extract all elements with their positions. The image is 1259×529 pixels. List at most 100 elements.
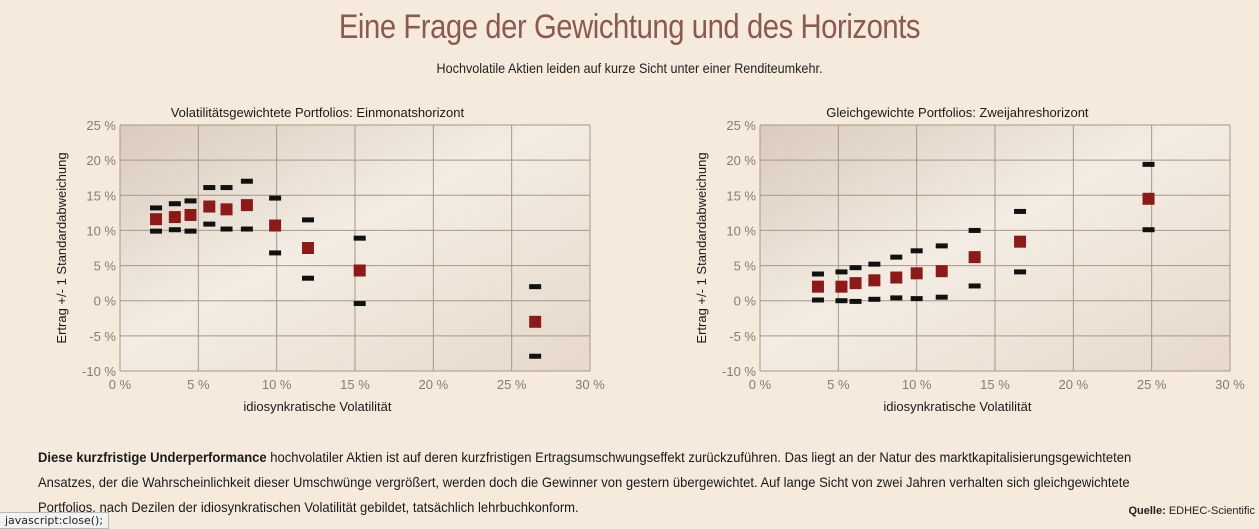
x-tick-label: 10 %	[902, 377, 932, 392]
x-tick-label: 30 %	[1215, 377, 1245, 392]
std-low-marker	[220, 226, 233, 232]
y-tick-label: 25 %	[726, 118, 756, 133]
x-tick-label: 15 %	[980, 377, 1010, 392]
std-low-marker	[150, 228, 163, 234]
y-tick-label: 15 %	[86, 188, 116, 203]
mean-return-marker	[184, 208, 197, 221]
std-low-marker	[353, 301, 366, 307]
std-high-marker	[1014, 208, 1027, 214]
y-tick-label: 0 %	[734, 294, 757, 309]
std-low-marker	[302, 275, 314, 281]
std-high-marker	[890, 254, 903, 260]
mean-return-marker	[240, 199, 253, 212]
y-tick-label: -10 %	[722, 364, 756, 379]
y-tick-label: 5 %	[94, 259, 117, 274]
std-low-marker	[910, 296, 923, 302]
mean-return-marker	[269, 219, 282, 232]
mean-return-marker	[150, 213, 163, 226]
chart-title: Volatilitätsgewichtete Portfolios: Einmo…	[171, 105, 465, 120]
std-low-marker	[835, 298, 848, 304]
std-high-marker	[935, 243, 948, 249]
mean-return-marker	[203, 200, 216, 213]
mean-return-marker	[302, 242, 314, 254]
x-axis-label: idiosynkratische Volatilität	[883, 399, 1032, 414]
std-high-marker	[811, 271, 824, 277]
std-high-marker	[849, 265, 862, 271]
body-line-1: hochvolatiler Aktien ist auf deren kurzf…	[266, 449, 1132, 465]
std-low-marker	[935, 294, 948, 300]
std-low-marker	[849, 298, 862, 304]
std-high-marker	[184, 198, 197, 204]
mean-return-marker	[849, 277, 862, 290]
x-tick-label: 0 %	[109, 377, 132, 392]
source-value: EDHEC-Scientific	[1168, 505, 1255, 517]
std-low-marker	[968, 283, 981, 289]
main-title: Eine Frage der Gewichtung und des Horizo…	[338, 8, 921, 46]
std-high-marker	[203, 185, 216, 191]
std-high-marker	[353, 235, 366, 241]
chart-right-equal-weighted: 0 % 5 % 10 % 15 % 20 % 25 % 30 % 25 % 20 % 15 % 10…	[694, 105, 1245, 414]
body-lead: Diese kurzfristige Underperformance	[38, 449, 267, 465]
source-credit: Quelle: EDHEC-Scientific	[1128, 505, 1255, 517]
mean-return-marker	[168, 211, 181, 224]
y-tick-label: -5 %	[89, 329, 116, 344]
mean-return-marker	[968, 251, 981, 264]
std-low-marker	[1142, 227, 1155, 233]
x-tick-label: 30 %	[575, 377, 605, 392]
x-axis-label: idiosynkratische Volatilität	[243, 399, 392, 414]
subtitle: Hochvolatile Aktien leiden auf kurze Sic…	[436, 60, 823, 76]
mean-return-marker	[1014, 235, 1027, 248]
std-high-marker	[868, 261, 881, 267]
std-high-marker	[220, 185, 233, 191]
chart-title: Gleichgewichte Portfolios: Zweijahreshor…	[826, 105, 1089, 120]
x-tick-label: 5 %	[187, 377, 210, 392]
mean-return-marker	[353, 264, 366, 277]
mean-return-marker	[529, 315, 542, 328]
mean-return-marker	[910, 267, 923, 280]
std-high-marker	[269, 195, 282, 201]
body-text: Diese kurzfristige Underperformance hoch…	[38, 445, 1168, 520]
std-high-marker	[240, 178, 253, 184]
y-tick-label: 15 %	[726, 188, 756, 203]
mean-return-marker	[1142, 192, 1155, 205]
mean-return-marker	[811, 280, 824, 293]
source-label: Quelle:	[1128, 505, 1166, 517]
x-tick-label: 20 %	[419, 377, 449, 392]
y-tick-label: -5 %	[729, 329, 756, 344]
y-tick-label: 5 %	[734, 259, 757, 274]
mean-return-marker	[835, 280, 848, 293]
std-high-marker	[1142, 161, 1155, 167]
y-tick-label: 20 %	[86, 153, 116, 168]
std-low-marker	[240, 226, 253, 232]
std-high-marker	[302, 217, 314, 223]
mean-return-marker	[220, 203, 233, 216]
std-low-marker	[203, 221, 216, 227]
y-tick-label: 0 %	[94, 294, 117, 309]
body-line-3: Portfolios, nach Dezilen der idiosynkrat…	[38, 499, 579, 515]
x-tick-label: 0 %	[749, 377, 772, 392]
x-tick-label: 10 %	[262, 377, 292, 392]
std-low-marker	[1014, 269, 1027, 275]
y-tick-label: 10 %	[726, 223, 756, 238]
std-high-marker	[835, 269, 848, 275]
std-low-marker	[868, 296, 881, 302]
x-tick-label: 25 %	[497, 377, 527, 392]
mean-return-marker	[868, 274, 881, 287]
std-high-marker	[168, 201, 181, 207]
std-high-marker	[968, 227, 981, 233]
y-tick-label: 20 %	[726, 153, 756, 168]
std-low-marker	[890, 295, 903, 301]
y-axis-label: Ertrag +/- 1 Standardabweichung	[694, 152, 709, 343]
x-tick-label: 25 %	[1137, 377, 1167, 392]
x-tick-label: 15 %	[340, 377, 370, 392]
std-high-marker	[150, 205, 163, 211]
std-low-marker	[184, 228, 197, 234]
x-tick-label: 20 %	[1059, 377, 1089, 392]
body-line-2: Ansatzes, der die Wahrscheinlichkeit die…	[38, 474, 1130, 490]
y-tick-label: 25 %	[86, 118, 116, 133]
std-low-marker	[529, 353, 542, 359]
y-tick-label: -10 %	[82, 364, 116, 379]
std-low-marker	[811, 297, 824, 303]
browser-status-bar: javascript:close();	[0, 512, 110, 529]
y-tick-label: 10 %	[86, 223, 116, 238]
